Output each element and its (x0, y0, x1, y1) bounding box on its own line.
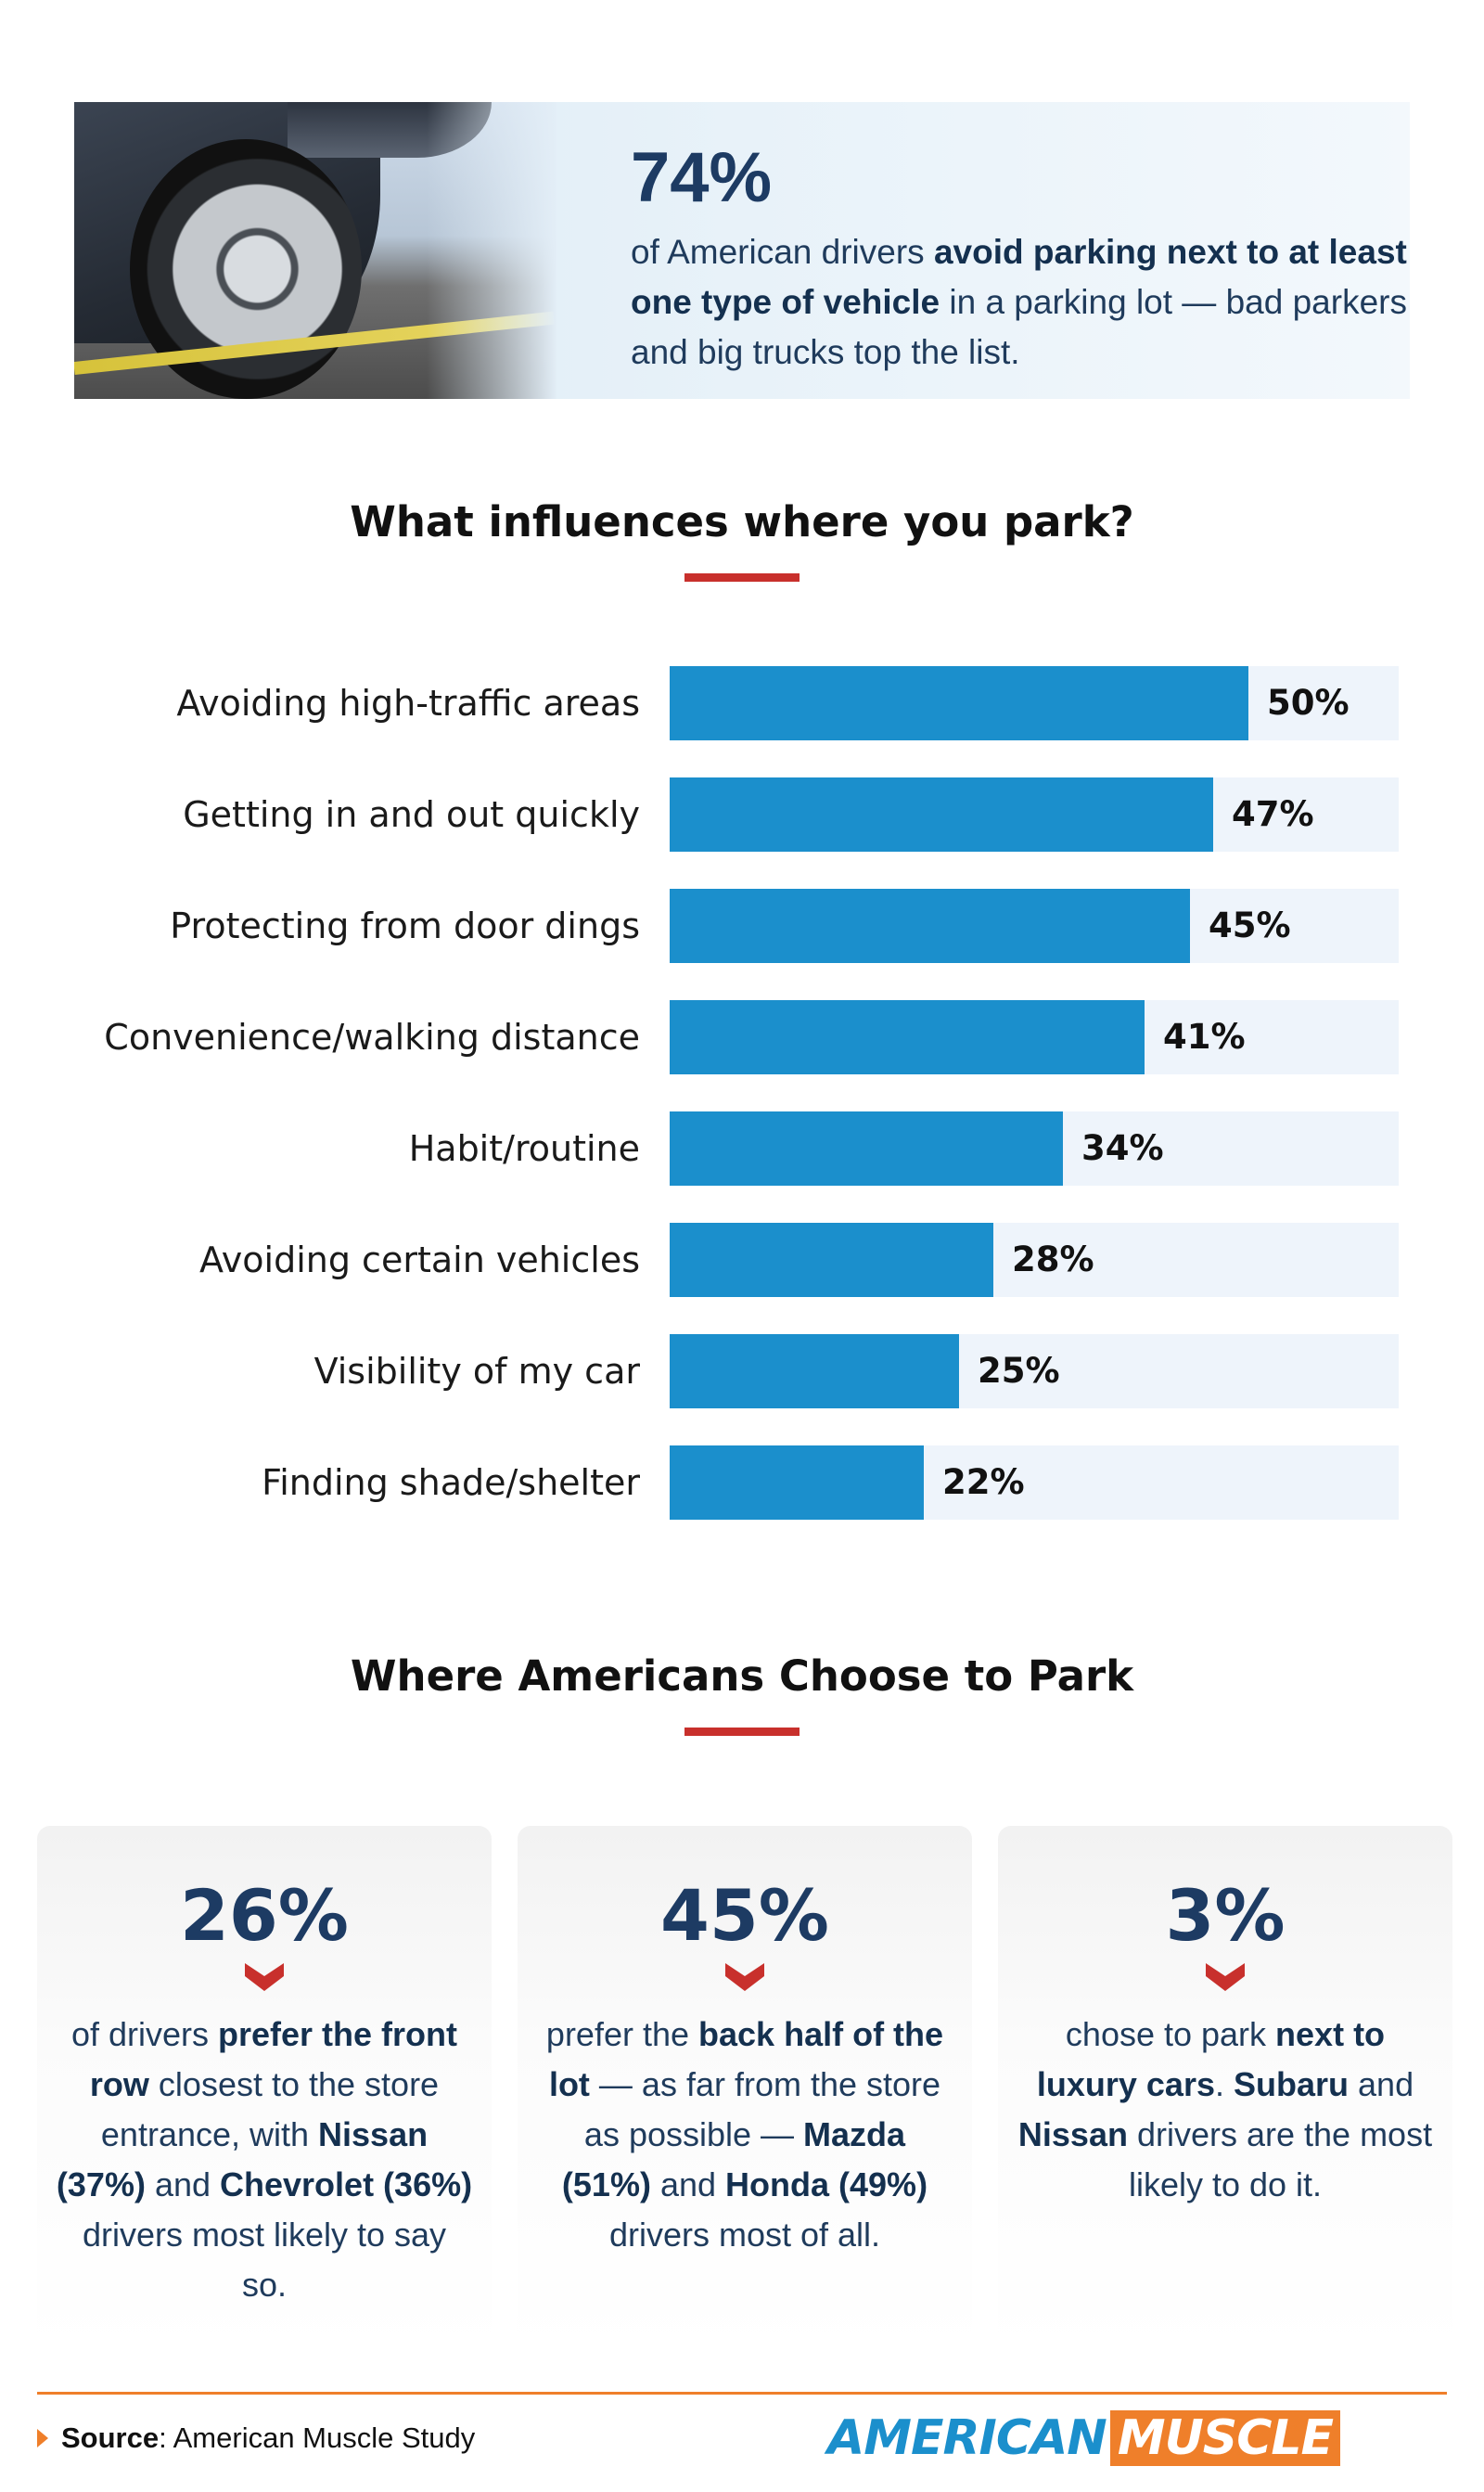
chart-title: What influences where you park? (350, 497, 1134, 546)
card-text-part: closest to the store entrance, with (100, 2065, 440, 2153)
source-label: Source (61, 2421, 160, 2454)
card-text-bold: Mazda (51%) (561, 2115, 906, 2203)
bar-value-label: 22% (942, 1462, 1025, 1502)
card-text-bold: Nissan (1017, 2115, 1128, 2153)
card-stat: 26% (180, 1874, 349, 1957)
bar (670, 1223, 993, 1297)
card-text-part: prefer the (545, 2015, 699, 2053)
card-text-bold: Subaru (1234, 2065, 1350, 2103)
card-text: prefer the back half of the lot — as far… (536, 2010, 953, 2260)
source-line: Source: American Muscle Study (37, 2420, 475, 2457)
chevron-down-icon (725, 1963, 764, 1991)
title-rule (684, 1728, 800, 1736)
triangle-right-icon (37, 2428, 48, 2447)
bar-value-label: 41% (1163, 1017, 1246, 1057)
bar-label: Protecting from door dings (170, 906, 640, 946)
source-text: : American Muscle Study (159, 2421, 476, 2454)
card-stat: 45% (660, 1874, 829, 1957)
card-stat: 3% (1165, 1874, 1286, 1957)
bar-row: Avoiding certain vehicles 28% (0, 1223, 1484, 1297)
hero-text-part: of American drivers (631, 233, 934, 271)
card-text-bold: Honda (49%) (725, 2165, 928, 2203)
car-wheel-photo (74, 102, 556, 399)
hero-banner: 74% of American drivers avoid parking ne… (74, 102, 1410, 399)
bar-row: Convenience/walking distance 41% (0, 1000, 1484, 1074)
logo-part: MUSCLE (1109, 2410, 1341, 2466)
chevron-down-icon (1206, 1963, 1245, 1991)
bar (670, 1334, 959, 1408)
bar-label: Avoiding high-traffic areas (176, 683, 640, 724)
bar-value-label: 50% (1267, 683, 1350, 723)
title-rule (684, 573, 800, 582)
bar-chart: Avoiding high-traffic areas 50% Getting in… (0, 666, 1484, 1520)
hero-text-part: in a parking lot — bad parkers and big t… (631, 283, 1407, 371)
chevron-down-icon (245, 1963, 284, 1991)
card-text-bold: prefer the front row (89, 2015, 458, 2103)
american-muscle-logo[interactable]: AMERICAN MUSCLE (827, 2410, 1341, 2466)
bar-row: Avoiding high-traffic areas 50% (0, 666, 1484, 740)
bar-row: Habit/routine 34% (0, 1111, 1484, 1186)
stat-card: 45% prefer the back half of the lot — as… (518, 1826, 972, 2353)
card-text-bold: Nissan (37%) (56, 2115, 429, 2203)
card-text-part: drivers are the most likely to do it. (1127, 2115, 1433, 2203)
logo-part: AMERICAN (827, 2410, 1107, 2466)
bar-row: Protecting from door dings 45% (0, 889, 1484, 963)
bar-value-label: 25% (978, 1351, 1060, 1391)
card-text-part: drivers most of all. (608, 2216, 881, 2254)
card-text-part: . (1215, 2065, 1235, 2103)
card-text-part: drivers most likely to say so. (82, 2216, 447, 2304)
bar-label: Finding shade/shelter (262, 1462, 640, 1503)
bar (670, 666, 1248, 740)
hero-stat: 74% (631, 138, 773, 217)
card-text-part: and (1349, 2065, 1414, 2103)
hero-text-bold: avoid parking next to at least one type … (631, 233, 1407, 321)
bar-label: Visibility of my car (313, 1351, 640, 1392)
card-text-part: — as far from the store as possible — (583, 2065, 941, 2153)
bar-label: Convenience/walking distance (104, 1017, 640, 1058)
bar-row: Getting in and out quickly 47% (0, 777, 1484, 852)
bar-row: Finding shade/shelter 22% (0, 1445, 1484, 1520)
card-text-bold: back half of the lot (548, 2015, 944, 2103)
card-text: chose to park next to luxury cars. Subar… (1017, 2010, 1434, 2210)
bar (670, 1000, 1145, 1074)
bar-label: Habit/routine (408, 1128, 640, 1169)
card-text-part: and (145, 2165, 221, 2203)
card-text-bold: Chevrolet (36%) (220, 2165, 473, 2203)
card-text-part: and (650, 2165, 726, 2203)
bar-value-label: 47% (1232, 794, 1314, 834)
bar-value-label: 34% (1081, 1128, 1164, 1168)
footer-rule (37, 2392, 1447, 2395)
card-text-part: chose to park (1065, 2015, 1276, 2053)
bar-value-label: 28% (1012, 1240, 1094, 1279)
bar (670, 889, 1190, 963)
bar-label: Getting in and out quickly (183, 794, 640, 835)
hero-text: of American drivers avoid parking next t… (631, 227, 1410, 378)
stat-card: 26% of drivers prefer the front row clos… (37, 1826, 492, 2353)
bar-label: Avoiding certain vehicles (199, 1240, 640, 1280)
bar (670, 1445, 924, 1520)
stat-card: 3% chose to park next to luxury cars. Su… (998, 1826, 1452, 2353)
card-text: of drivers prefer the front row closest … (56, 2010, 473, 2310)
bar-row: Visibility of my car 25% (0, 1334, 1484, 1408)
bar-value-label: 45% (1209, 906, 1291, 945)
card-text-part: of drivers (70, 2015, 219, 2053)
bar (670, 1111, 1063, 1186)
section-title: Where Americans Choose to Park (350, 1651, 1134, 1701)
card-text-bold: next to luxury cars (1036, 2015, 1386, 2103)
bar (670, 777, 1213, 852)
